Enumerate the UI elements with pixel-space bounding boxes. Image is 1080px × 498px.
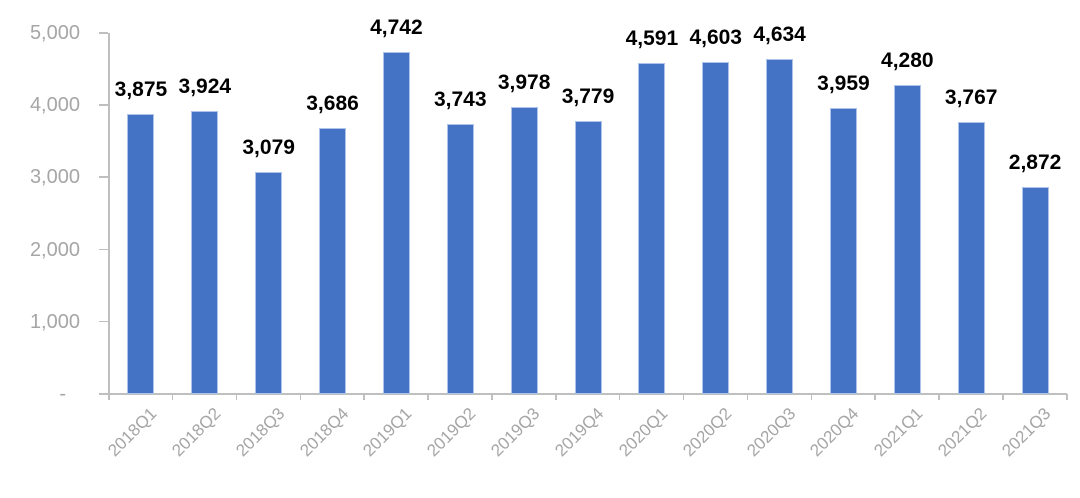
- y-axis-tick: [99, 320, 108, 323]
- x-axis-tick: [363, 394, 365, 400]
- bar: [957, 122, 985, 394]
- bar: [127, 114, 155, 394]
- bar-value-label: 3,924: [178, 74, 232, 98]
- x-axis-tick: [427, 394, 429, 400]
- bar: [893, 84, 921, 394]
- x-axis-tick: [108, 394, 110, 400]
- bar: [638, 62, 666, 394]
- y-axis-tick: [99, 32, 108, 34]
- bar: [382, 51, 410, 394]
- bar: [510, 106, 538, 394]
- y-axis-tick-label: 2,000: [29, 238, 80, 261]
- bar-value-label: 3,875: [114, 78, 168, 102]
- x-axis-tick: [171, 394, 174, 400]
- bar: [319, 127, 347, 394]
- bar-value-label: 3,686: [306, 91, 359, 115]
- x-axis-tick: [682, 394, 685, 400]
- bar-value-label: 3,959: [817, 72, 870, 96]
- y-axis-tick-label: -: [59, 383, 66, 405]
- x-axis-tick: [618, 394, 621, 400]
- bar: [1021, 186, 1049, 394]
- x-axis-tick: [235, 394, 238, 400]
- y-axis-line: [108, 33, 110, 400]
- x-axis-tick: [555, 394, 557, 400]
- x-axis-tick: [938, 394, 940, 400]
- y-axis-tick: [99, 393, 108, 395]
- y-axis-tick: [99, 248, 108, 251]
- y-axis-tick-label: 3,000: [29, 166, 80, 189]
- bar-value-label: 3,767: [944, 86, 998, 110]
- bar-value-label: 3,779: [561, 85, 615, 109]
- bar: [574, 121, 602, 394]
- bar-value-label: 4,603: [689, 25, 742, 49]
- bar: [829, 108, 857, 394]
- bar-value-label: 3,743: [433, 87, 487, 111]
- bar-value-label: 3,978: [497, 70, 551, 94]
- y-axis-tick-label: 5,000: [29, 22, 80, 44]
- x-axis-tick: [746, 394, 749, 400]
- x-axis-tick: [491, 394, 493, 400]
- bar-value-label: 3,079: [242, 135, 295, 159]
- bar: [766, 59, 794, 394]
- y-axis-tick: [99, 104, 108, 106]
- bar-value-label: 4,591: [625, 26, 679, 50]
- x-axis-tick: [810, 394, 813, 400]
- x-axis-tick: [1066, 394, 1068, 400]
- y-axis-tick-label: 4,000: [29, 94, 80, 117]
- y-axis-tick: [99, 176, 108, 178]
- bar: [191, 110, 219, 394]
- y-axis-tick-label: 1,000: [29, 310, 80, 333]
- bar: [255, 171, 283, 394]
- bar-value-label: 2,872: [1008, 150, 1062, 174]
- x-axis-tick: [874, 394, 876, 400]
- bar: [446, 123, 474, 394]
- bar: [702, 61, 730, 394]
- bar-value-label: 4,634: [753, 23, 806, 47]
- bar-value-label: 4,742: [370, 15, 423, 39]
- x-axis-tick: [1002, 394, 1004, 400]
- x-axis-tick: [299, 394, 302, 400]
- bar-value-label: 4,280: [881, 48, 934, 72]
